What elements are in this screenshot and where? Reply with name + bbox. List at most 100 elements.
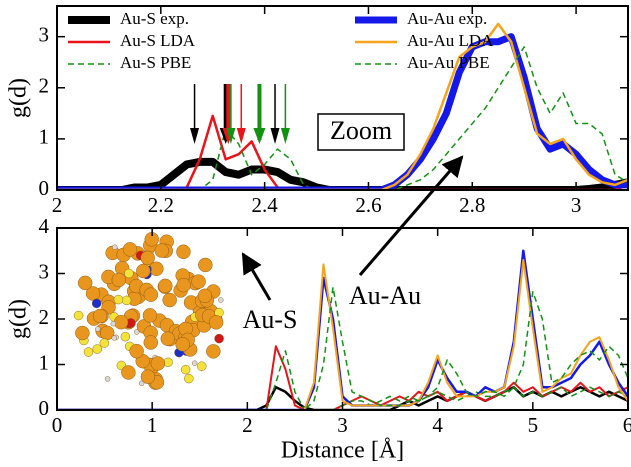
annotation: Au-Au <box>349 281 421 310</box>
atom <box>122 242 138 257</box>
atom <box>136 263 151 279</box>
x-tick-label: 2.8 <box>459 193 485 217</box>
atom <box>134 329 140 335</box>
atom <box>113 315 129 330</box>
atom <box>83 347 94 357</box>
atom <box>180 364 191 375</box>
series-line <box>57 46 628 190</box>
x-tick-label: 2 <box>242 413 253 437</box>
atom <box>121 295 132 306</box>
y-tick-label: 2 <box>39 305 50 329</box>
atom <box>208 315 224 330</box>
atom <box>176 277 191 293</box>
y-tick-label: 4 <box>39 214 50 238</box>
series-line <box>57 258 628 410</box>
peak-arrow-head <box>270 128 280 144</box>
atom <box>158 278 173 294</box>
atom <box>104 376 111 382</box>
atom <box>110 320 117 327</box>
y-tick-label: 3 <box>39 22 50 46</box>
series-line <box>57 22 628 190</box>
atom <box>92 344 102 354</box>
peak-arrow-head <box>236 128 246 144</box>
pointer-arrow <box>358 155 464 276</box>
atom <box>150 356 166 371</box>
atom <box>197 288 213 303</box>
atom <box>138 380 145 387</box>
peak-arrow-head <box>226 128 236 144</box>
x-tick-label: 2 <box>52 193 63 217</box>
x-tick-label: 6 <box>623 413 631 437</box>
atom <box>163 357 173 368</box>
series-line <box>57 286 628 410</box>
zoom-box <box>317 113 405 151</box>
x-tick-label: 3 <box>337 413 348 437</box>
atom <box>197 361 207 371</box>
atom <box>175 337 190 352</box>
atom <box>162 292 177 308</box>
x-axis-label: Distance [Å] <box>281 438 404 464</box>
y-tick-label: 1 <box>39 350 50 374</box>
atom <box>75 325 90 341</box>
x-tick-label: 0 <box>52 413 63 437</box>
atom <box>111 335 117 341</box>
atom <box>191 360 198 366</box>
annotation: Au-S <box>243 305 298 334</box>
series-line <box>57 157 628 190</box>
axes-frame <box>56 5 629 191</box>
x-tick-label: 3 <box>571 193 582 217</box>
atom <box>198 257 213 273</box>
atom <box>184 373 194 384</box>
y-tick-label: 0 <box>39 176 50 200</box>
peak-arrow-head <box>190 128 200 144</box>
x-tick-label: 5 <box>528 413 539 437</box>
y-tick-label: 1 <box>39 125 50 149</box>
atom <box>99 338 110 348</box>
legend-label: Au-Au LDA <box>407 31 494 50</box>
x-tick-label: 2.4 <box>252 193 279 217</box>
legend-label: Au-S exp. <box>120 9 189 28</box>
annotation: Zoom <box>330 116 392 145</box>
atom <box>73 310 84 321</box>
atom <box>143 335 158 350</box>
plot-area <box>57 22 628 190</box>
atom <box>112 244 118 250</box>
atom <box>92 308 108 324</box>
atom <box>140 369 156 384</box>
atom <box>142 308 158 323</box>
peak-arrow-head <box>253 128 266 144</box>
atom <box>154 243 169 258</box>
atom <box>111 272 127 288</box>
atom <box>140 250 155 266</box>
atom <box>206 344 221 359</box>
x-tick-label: 4 <box>432 413 443 437</box>
atom <box>143 287 159 302</box>
atom <box>91 298 102 309</box>
nanoparticle-inset <box>73 232 224 390</box>
pointer-arrow <box>241 252 272 301</box>
atom <box>218 297 224 303</box>
atom <box>191 274 206 289</box>
x-tick-label: 2.6 <box>355 193 381 217</box>
legend-label: Au-S PBE <box>120 53 191 72</box>
x-tick-label: 2.2 <box>148 193 174 217</box>
atom <box>176 244 191 259</box>
y-axis-label: g(d) <box>6 78 32 118</box>
y-axis-label: g(d) <box>6 299 32 339</box>
series-line <box>57 33 628 190</box>
atom <box>124 268 134 279</box>
y-tick-label: 3 <box>39 259 50 283</box>
y-tick-label: 2 <box>39 74 50 98</box>
y-tick-label: 0 <box>39 396 50 420</box>
legend-label: Au-Au exp. <box>407 9 487 28</box>
atom <box>214 333 224 344</box>
x-tick-label: 1 <box>147 413 158 437</box>
atom <box>95 326 101 332</box>
atom <box>121 365 136 380</box>
atom <box>77 275 93 291</box>
atom <box>160 331 175 346</box>
atom <box>120 331 131 342</box>
atom <box>113 294 124 305</box>
atom <box>129 343 144 359</box>
